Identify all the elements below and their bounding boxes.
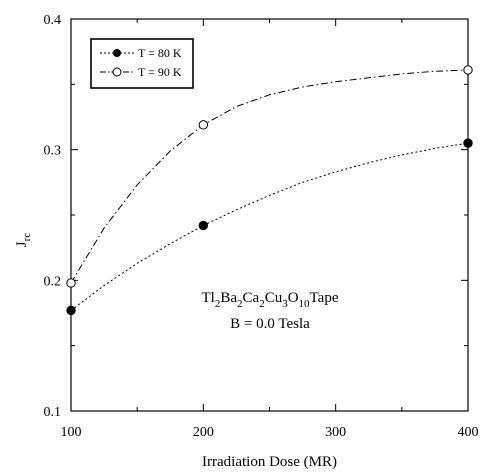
data-point-80k xyxy=(463,138,473,148)
sample-formula-annotation: Tl2Ba2Ca2Cu3O10Tape xyxy=(202,290,339,310)
legend-label-80k: T = 80 K xyxy=(138,46,182,60)
data-point-90k xyxy=(66,278,76,288)
data-point-80k xyxy=(198,220,209,231)
data-point-80k xyxy=(66,305,76,316)
formula-part: O xyxy=(288,290,299,306)
formula-part: Tl xyxy=(202,290,215,306)
x-tick-label: 200 xyxy=(193,425,214,440)
data-point-90k xyxy=(198,120,209,130)
legend-box xyxy=(90,38,194,89)
series-line-90k xyxy=(70,69,469,284)
x-tick-label: 400 xyxy=(458,425,479,440)
x-tick-label: 100 xyxy=(61,425,82,440)
series-line-80k xyxy=(70,142,469,311)
tick-labels: 100 200 300 400 0.1 0.2 0.3 0.4 xyxy=(44,13,479,440)
y-axis-label: Jrc xyxy=(14,233,33,248)
series-curves xyxy=(70,69,469,311)
y-tick-label: 0.2 xyxy=(44,274,62,289)
x-axis-label: Irradiation Dose (MR) xyxy=(202,454,337,470)
legend-label-90k: T = 90 K xyxy=(138,65,182,79)
y-axis-label-main: J xyxy=(14,241,30,247)
formula-part: Ca xyxy=(243,290,260,306)
formula-part: Ba xyxy=(220,290,237,306)
formula-subscript: 3 xyxy=(282,298,288,310)
y-tick-label: 0.3 xyxy=(44,144,62,159)
formula-part: Cu xyxy=(265,290,283,306)
legend: T = 80 K T = 90 K xyxy=(90,38,194,89)
formula-subscript: 2 xyxy=(259,298,265,310)
formula-part: Tape xyxy=(310,290,339,306)
y-axis-label-subscript: rc xyxy=(21,233,33,242)
formula-subscript: 10 xyxy=(299,298,311,310)
x-tick-label: 300 xyxy=(325,425,346,440)
y-tick-label: 0.4 xyxy=(44,13,62,28)
field-annotation: B = 0.0 Tesla xyxy=(230,316,310,332)
data-point-90k xyxy=(463,65,473,75)
legend-marker-90k xyxy=(112,67,122,77)
legend-marker-80k xyxy=(113,49,121,57)
formula-subscript: 2 xyxy=(237,298,243,310)
y-tick-label: 0.1 xyxy=(44,405,62,420)
formula-subscript: 2 xyxy=(215,298,221,310)
data-points xyxy=(66,65,473,316)
